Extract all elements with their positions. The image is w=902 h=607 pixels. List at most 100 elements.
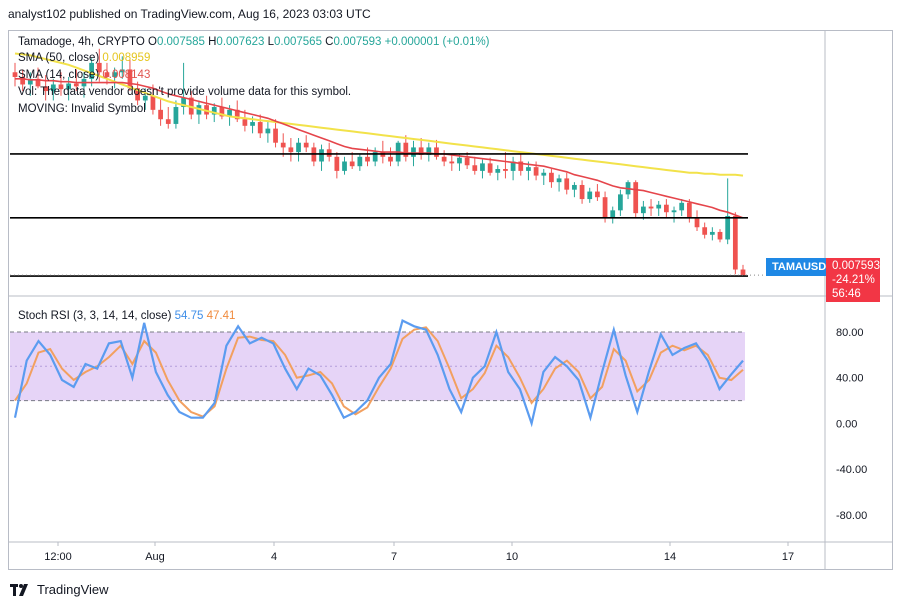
high-value: 0.007623 [216, 36, 265, 48]
candle-body [487, 163, 493, 173]
sma50-value: 0.008959 [102, 52, 151, 64]
close-value: 0.007593 [333, 36, 382, 48]
candle-body [342, 161, 347, 171]
last-price-box: 0.007593 -24.21% 56:46 [826, 258, 880, 302]
candle-body [472, 165, 478, 171]
sma14-line [15, 78, 744, 219]
candle-body [349, 161, 355, 167]
candle-body [35, 78, 41, 87]
candle-body [587, 191, 593, 200]
candle-body [227, 109, 232, 117]
candle-body [572, 184, 577, 190]
candle-body [150, 95, 156, 110]
candle-body [732, 215, 738, 270]
stoch-axis-tick: 40.00 [836, 373, 864, 385]
open-label: O [147, 36, 157, 48]
tradingview-logo-icon [10, 583, 32, 596]
candle-body [288, 147, 294, 153]
candle-body [73, 83, 79, 87]
candle-body [403, 142, 409, 157]
candle-body [618, 194, 623, 211]
candle-body [434, 147, 439, 157]
symbol-price-tag: TAMAUSD [766, 258, 833, 276]
candle-body [158, 109, 163, 120]
candle-body [579, 184, 585, 200]
close-label: C [325, 36, 334, 48]
time-axis-tick: 17 [782, 551, 794, 563]
candle-body [96, 62, 102, 73]
candle-body [181, 97, 186, 108]
candle-body [165, 119, 171, 124]
volume-note: Vol: The data vendor doesn't provide vol… [18, 86, 352, 98]
candle-body [564, 178, 570, 190]
footer-brand[interactable]: TradingView [10, 582, 109, 597]
time-axis-tick: 12:00 [44, 551, 72, 563]
candle-body [411, 147, 416, 157]
candle-body [426, 147, 432, 155]
candle-body [219, 107, 225, 117]
candle-body [457, 157, 462, 164]
stoch-axis-tick: -40.00 [836, 464, 867, 476]
candle-body [679, 202, 685, 211]
last-price: 0.007593 [832, 260, 880, 272]
candle-body [112, 72, 117, 77]
candle-body [533, 167, 539, 176]
stoch-legend: Stoch RSI (3, 3, 14, 14, close) 54.75 47… [18, 310, 235, 322]
candle-body [50, 84, 56, 92]
sma50-legend: SMA (50, close) 0.008959 [18, 52, 150, 64]
candle-body [610, 210, 616, 218]
candle-body [595, 191, 600, 198]
sma14-value: 0.008143 [102, 69, 151, 81]
candle-body [418, 147, 424, 155]
candle-body [602, 197, 608, 218]
candle-body [372, 152, 378, 162]
low-label: L [267, 36, 274, 48]
stoch-label: Stoch RSI (3, 3, 14, 14, close) [18, 310, 172, 322]
candle-body [464, 157, 470, 166]
candle-body [388, 156, 393, 162]
sma14-label: SMA (14, close) [18, 69, 100, 81]
candle-body [142, 95, 148, 101]
candle-body [441, 156, 447, 162]
candle-body [717, 231, 723, 240]
stoch-axis-tick: 0.00 [836, 418, 857, 430]
candle-body [242, 119, 248, 126]
candle-body [27, 78, 33, 85]
candle-body [740, 269, 746, 276]
stoch-axis-tick: -80.00 [836, 510, 867, 522]
candle-body [641, 206, 646, 214]
candle-body [211, 107, 217, 115]
candle-body [234, 109, 240, 120]
candle-body [656, 204, 662, 209]
candle-body [449, 161, 455, 164]
candle-body [357, 156, 363, 167]
candle-body [273, 128, 278, 143]
time-axis-tick: 7 [391, 551, 397, 563]
sma14-legend: SMA (14, close) 0.008143 [18, 69, 150, 81]
candle-body [633, 182, 639, 214]
stoch-axis-tick: 80.00 [836, 327, 864, 339]
change-value: +0.000001 (+0.01%) [384, 36, 490, 48]
chart-frame [8, 30, 893, 570]
candle-body [58, 84, 64, 90]
candle-body [43, 86, 49, 92]
candle-body [296, 142, 301, 153]
candle-body [257, 122, 263, 134]
candle-body [702, 227, 708, 235]
candle-body [119, 69, 125, 73]
symbol-label: Tamadoge, 4h, CRYPTO [18, 36, 145, 48]
candle-body [671, 210, 677, 213]
candle-body [20, 76, 26, 85]
candle-body [503, 169, 508, 171]
candle-body [663, 204, 669, 213]
candle-body [686, 202, 692, 218]
candle-body [334, 156, 340, 171]
open-value: 0.007585 [156, 36, 205, 48]
time-axis-tick: 4 [271, 551, 277, 563]
stoch-d-value: 47.41 [206, 310, 236, 322]
time-axis-tick: 10 [506, 551, 518, 563]
candle-body [319, 149, 324, 162]
candle-body [648, 206, 654, 209]
candle-body [265, 128, 271, 134]
